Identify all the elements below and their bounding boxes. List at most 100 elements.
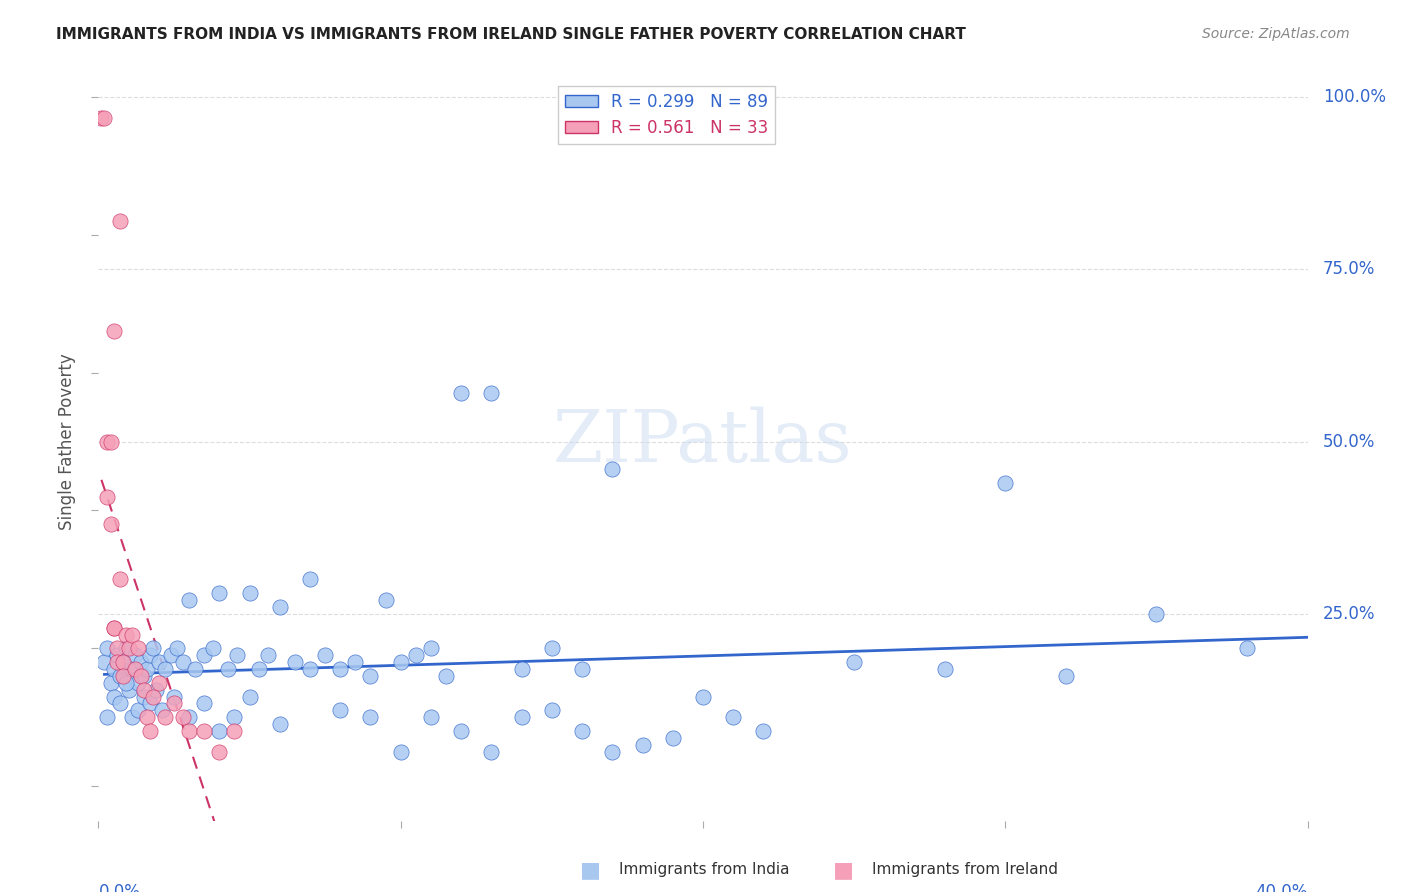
Text: ■: ■: [581, 860, 600, 880]
Immigrants from Ireland: [172, 710, 194, 724]
Immigrants from India: [132, 669, 155, 683]
Immigrants from India: [374, 593, 396, 607]
Immigrants from India: [121, 710, 143, 724]
Immigrants from India: [481, 386, 503, 401]
Immigrants from India: [193, 697, 215, 711]
Immigrants from Ireland: [177, 724, 201, 739]
Immigrants from Ireland: [193, 724, 215, 739]
Immigrants from Ireland: [142, 690, 165, 704]
Immigrants from India: [314, 648, 336, 663]
Immigrants from Ireland: [96, 490, 118, 504]
Immigrants from India: [150, 703, 173, 717]
Text: ■: ■: [834, 860, 853, 880]
Immigrants from India: [114, 675, 136, 690]
Immigrants from India: [571, 724, 593, 739]
Immigrants from India: [100, 675, 122, 690]
Immigrants from Ireland: [127, 641, 149, 656]
Immigrants from Ireland: [96, 434, 118, 449]
Text: Immigrants from India: Immigrants from India: [619, 863, 789, 877]
Immigrants from India: [329, 703, 352, 717]
Immigrants from India: [602, 462, 624, 476]
Immigrants from India: [631, 738, 654, 752]
Immigrants from India: [299, 662, 322, 676]
Immigrants from India: [139, 697, 162, 711]
Immigrants from India: [226, 648, 249, 663]
Immigrants from Ireland: [103, 621, 125, 635]
Immigrants from India: [934, 662, 956, 676]
Immigrants from India: [135, 662, 157, 676]
Immigrants from India: [1236, 641, 1258, 656]
Immigrants from India: [269, 599, 291, 614]
Immigrants from India: [419, 710, 441, 724]
Text: 75.0%: 75.0%: [1323, 260, 1375, 278]
Immigrants from India: [1054, 669, 1077, 683]
Immigrants from India: [145, 682, 167, 697]
Immigrants from India: [108, 669, 131, 683]
Immigrants from India: [96, 710, 118, 724]
Immigrants from India: [202, 641, 225, 656]
Text: 100.0%: 100.0%: [1323, 88, 1386, 106]
Immigrants from India: [844, 655, 866, 669]
Immigrants from Ireland: [103, 621, 125, 635]
Immigrants from India: [752, 724, 775, 739]
Text: IMMIGRANTS FROM INDIA VS IMMIGRANTS FROM IRELAND SINGLE FATHER POVERTY CORRELATI: IMMIGRANTS FROM INDIA VS IMMIGRANTS FROM…: [56, 27, 966, 42]
Text: Immigrants from Ireland: Immigrants from Ireland: [872, 863, 1057, 877]
Immigrants from India: [121, 662, 143, 676]
Immigrants from India: [571, 662, 593, 676]
Immigrants from India: [692, 690, 714, 704]
Immigrants from Ireland: [111, 655, 134, 669]
Immigrants from India: [124, 648, 146, 663]
Immigrants from India: [103, 662, 125, 676]
Immigrants from India: [129, 655, 152, 669]
Immigrants from India: [256, 648, 278, 663]
Immigrants from India: [177, 710, 201, 724]
Immigrants from India: [93, 655, 115, 669]
Immigrants from India: [103, 690, 125, 704]
Immigrants from India: [269, 717, 291, 731]
Immigrants from India: [284, 655, 307, 669]
Immigrants from India: [661, 731, 683, 745]
Immigrants from India: [127, 703, 149, 717]
Immigrants from India: [540, 703, 562, 717]
Immigrants from India: [172, 655, 194, 669]
Immigrants from India: [450, 724, 472, 739]
Immigrants from India: [163, 690, 186, 704]
Immigrants from India: [114, 641, 136, 656]
Immigrants from Ireland: [103, 324, 125, 338]
Immigrants from India: [177, 593, 201, 607]
Immigrants from India: [510, 662, 533, 676]
Text: Source: ZipAtlas.com: Source: ZipAtlas.com: [1202, 27, 1350, 41]
Immigrants from India: [481, 745, 503, 759]
Text: 0.0%: 0.0%: [98, 883, 141, 892]
Immigrants from India: [224, 710, 246, 724]
Immigrants from India: [142, 641, 165, 656]
Immigrants from India: [132, 690, 155, 704]
Immigrants from India: [239, 586, 262, 600]
Immigrants from Ireland: [121, 627, 143, 641]
Immigrants from India: [389, 745, 412, 759]
Immigrants from Ireland: [105, 641, 128, 656]
Immigrants from Ireland: [118, 641, 141, 656]
Immigrants from India: [208, 586, 231, 600]
Immigrants from India: [405, 648, 427, 663]
Immigrants from India: [360, 710, 382, 724]
Text: 40.0%: 40.0%: [1256, 883, 1308, 892]
Immigrants from Ireland: [132, 682, 155, 697]
Immigrants from Ireland: [139, 724, 162, 739]
Y-axis label: Single Father Poverty: Single Father Poverty: [58, 353, 76, 530]
Immigrants from India: [1144, 607, 1167, 621]
Immigrants from India: [389, 655, 412, 669]
Immigrants from Ireland: [124, 662, 146, 676]
Immigrants from Ireland: [105, 655, 128, 669]
Immigrants from India: [127, 675, 149, 690]
Immigrants from India: [193, 648, 215, 663]
Immigrants from India: [450, 386, 472, 401]
Immigrants from India: [139, 648, 162, 663]
Immigrants from Ireland: [114, 627, 136, 641]
Immigrants from India: [510, 710, 533, 724]
Immigrants from Ireland: [224, 724, 246, 739]
Immigrants from India: [329, 662, 352, 676]
Immigrants from Ireland: [163, 697, 186, 711]
Immigrants from India: [721, 710, 744, 724]
Immigrants from India: [217, 662, 239, 676]
